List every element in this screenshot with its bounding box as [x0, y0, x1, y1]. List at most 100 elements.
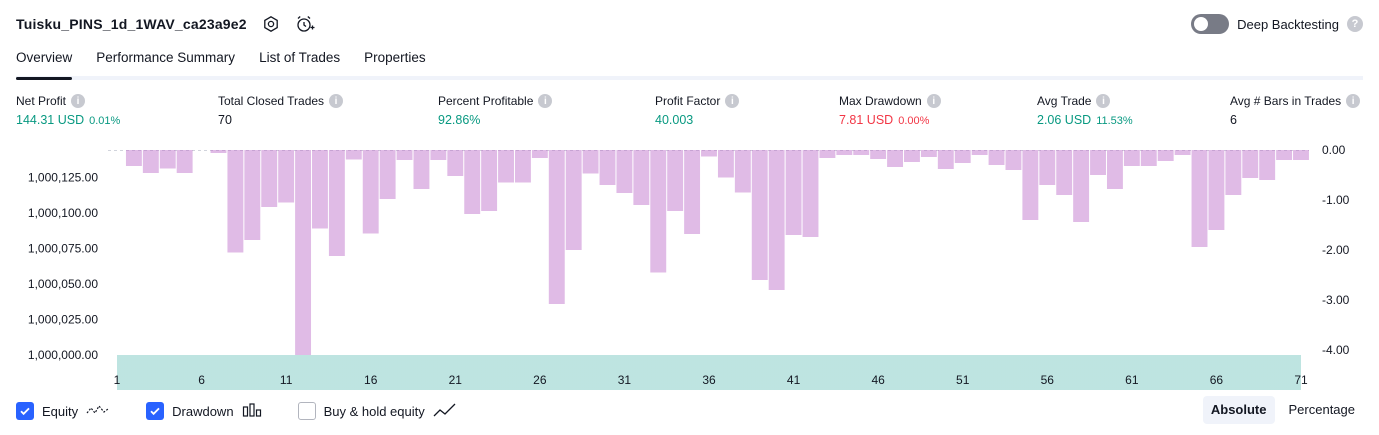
deep-backtesting-toggle[interactable]: [1191, 14, 1230, 34]
drawdown-bar: [870, 150, 887, 159]
drawdown-bar: [548, 150, 565, 304]
metric-label: Avg # Bars in Trades: [1230, 94, 1342, 108]
drawdown-bar: [176, 150, 193, 173]
buy-hold-checkbox[interactable]: [297, 402, 316, 420]
drawdown-bar: [768, 150, 785, 290]
metric-value: 7.81 USD: [839, 113, 894, 127]
x-axis-tick: 6: [198, 373, 205, 387]
metric-avg-bars-in-trades: Avg # Bars in Trades i 6: [1230, 93, 1361, 127]
help-icon[interactable]: i: [71, 94, 86, 108]
drawdown-bar: [531, 150, 548, 158]
drawdown-bar: [802, 150, 819, 237]
metric-total-closed-trades: Total Closed Trades i 70: [218, 93, 344, 127]
x-axis-tick: 56: [1041, 373, 1055, 387]
left-axis-tick: 1,000,125.00: [28, 170, 98, 184]
metric-value: 2.06 USD: [1037, 113, 1092, 127]
mode-percentage[interactable]: Percentage: [1288, 402, 1356, 417]
drawdown-bar: [565, 150, 582, 250]
strategy-header: Tuisku_PINS_1d_1WAV_ca23a9e2: [16, 12, 315, 36]
right-axis-tick: -4.00: [1322, 343, 1350, 357]
metric-label: Total Closed Trades: [218, 94, 325, 108]
equity-line-icon: [86, 402, 110, 421]
metric-value: 40.003: [655, 113, 694, 127]
drawdown-bar: [125, 150, 142, 166]
drawdown-bar: [599, 150, 616, 185]
drawdown-bar: [295, 150, 312, 355]
x-axis-tick: 71: [1294, 373, 1308, 387]
x-axis-tick: 26: [533, 373, 547, 387]
drawdown-bar: [1157, 150, 1174, 161]
drawdown-bar: [633, 150, 650, 205]
tab-properties[interactable]: Properties: [364, 50, 426, 65]
drawdown-bar: [1140, 150, 1157, 166]
drawdown-bar: [667, 150, 684, 211]
drawdown-bar: [447, 150, 464, 176]
metric-value: 92.86%: [438, 113, 481, 127]
drawdown-bar: [582, 150, 599, 174]
deep-backtesting-label: Deep Backtesting: [1237, 16, 1339, 32]
gear-icon[interactable]: [261, 14, 281, 34]
x-axis-tick: 31: [618, 373, 632, 387]
x-axis-tick: 61: [1125, 373, 1139, 387]
drawdown-bar: [701, 150, 717, 157]
mode-absolute[interactable]: Absolute: [1202, 396, 1275, 424]
metric-percent-profitable: Percent Profitable i 92.86%: [438, 93, 553, 127]
drawdown-bar: [734, 150, 751, 193]
drawdown-bar: [498, 150, 514, 183]
drawdown-bars-icon: [242, 402, 262, 421]
drawdown-bar: [244, 150, 261, 240]
metric-label: Profit Factor: [655, 94, 721, 108]
x-axis-tick: 21: [449, 373, 463, 387]
metric-value: 144.31 USD: [16, 113, 85, 127]
legend-drawdown[interactable]: Drawdown: [146, 402, 261, 421]
left-axis-tick: 1,000,000.00: [28, 348, 98, 362]
help-icon[interactable]: i: [329, 94, 344, 108]
tab-overview[interactable]: Overview: [16, 46, 73, 80]
drawdown-bar: [1056, 150, 1073, 195]
drawdown-bar: [1022, 150, 1039, 220]
drawdown-bar: [210, 150, 227, 153]
x-axis-tick: 36: [702, 373, 716, 387]
legend-label: Buy & hold equity: [323, 403, 425, 419]
drawdown-bar: [717, 150, 734, 178]
left-axis-tick: 1,000,075.00: [28, 241, 98, 255]
value-mode-switch: Absolute Percentage: [1202, 396, 1363, 424]
right-axis-tick: -3.00: [1322, 293, 1350, 307]
x-axis-tick: 11: [280, 373, 293, 387]
help-icon[interactable]: i: [1096, 94, 1111, 108]
drawdown-bar: [988, 150, 1005, 165]
right-axis-tick: -2.00: [1322, 243, 1350, 257]
drawdown-bar: [1106, 150, 1123, 189]
legend-label: Drawdown: [172, 403, 234, 419]
help-icon[interactable]: i: [926, 94, 941, 108]
drawdown-bar: [1225, 150, 1242, 195]
equity-drawdown-chart[interactable]: 1,000,125.00 1,000,100.00 1,000,075.00 1,00…: [0, 140, 1379, 390]
drawdown-bar: [464, 150, 481, 214]
x-axis-tick: 66: [1210, 373, 1224, 387]
drawdown-bar: [751, 150, 768, 280]
equity-checkbox[interactable]: [16, 402, 34, 420]
drawdown-bar: [1259, 150, 1276, 180]
buy-hold-line-icon: [433, 402, 457, 421]
x-axis-tick: 1: [114, 373, 121, 387]
help-icon[interactable]: ?: [1347, 16, 1363, 32]
drawdown-bar: [1073, 150, 1090, 222]
help-icon[interactable]: i: [538, 94, 553, 108]
toggle-knob: [1194, 17, 1209, 31]
drawdown-bar: [396, 150, 413, 160]
metric-avg-trade: Avg Trade i 2.06 USD 11.53%: [1037, 93, 1133, 127]
tab-list-of-trades[interactable]: List of Trades: [259, 50, 341, 65]
drawdown-checkbox[interactable]: [146, 402, 165, 420]
drawdown-bar: [1005, 150, 1022, 170]
tab-performance-summary[interactable]: Performance Summary: [96, 50, 236, 65]
drawdown-bar: [937, 150, 954, 169]
help-icon[interactable]: i: [1346, 94, 1361, 108]
report-tabs: Overview Performance Summary List of Tra…: [16, 46, 1363, 80]
drawdown-bar: [227, 150, 244, 253]
drawdown-bar: [345, 150, 362, 160]
alarm-clock-plus-icon[interactable]: [295, 14, 315, 34]
drawdown-bar: [904, 150, 920, 162]
help-icon[interactable]: i: [725, 94, 740, 108]
legend-equity[interactable]: Equity: [16, 402, 110, 421]
legend-buy-hold[interactable]: Buy & hold equity: [297, 402, 457, 421]
